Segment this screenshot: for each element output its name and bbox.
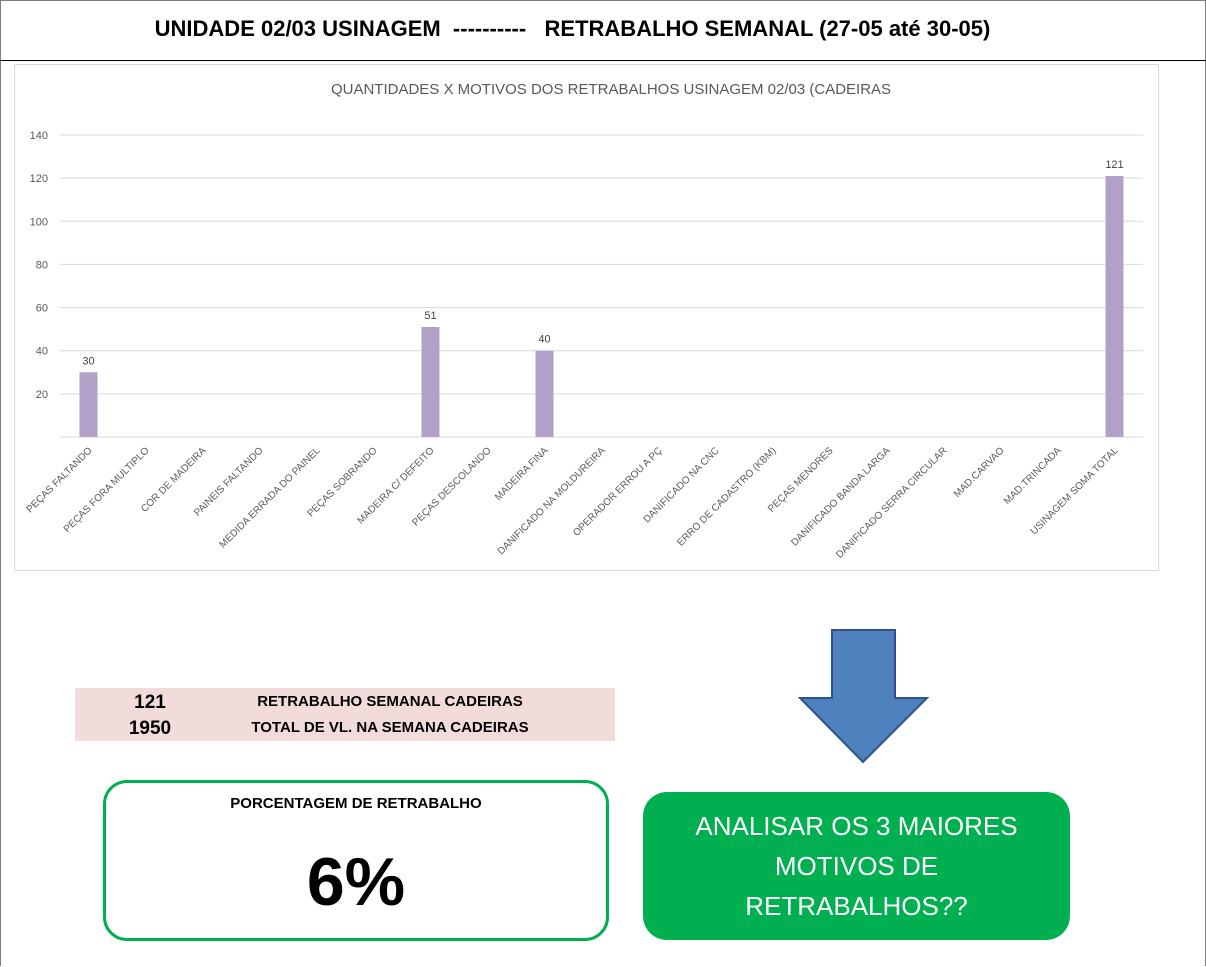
down-arrow-icon [798,629,930,764]
y-tick-label: 40 [36,346,48,358]
page-title: UNIDADE 02/03 USINAGEM ---------- RETRAB… [154,16,991,41]
x-tick-label: MEDIDA ERRADA DO PAINEL [218,445,323,550]
x-tick-label: ERRO DE CADASTRO (KBM) [675,445,778,548]
bar [421,326,440,437]
y-tick-label: 60 [36,303,48,315]
bar [535,350,554,437]
percentage-label: PORCENTAGEM DE RETRABALHO [230,795,482,812]
data-label: 51 [424,310,436,322]
action-callout: ANALISAR OS 3 MAIORES MOTIVOS DE RETRABA… [643,792,1070,940]
header-divider [0,60,1206,61]
weekly-rework-value: 121 [134,692,166,713]
chart-title: QUANTIDADES X MOTIVOS DOS RETRABALHOS US… [330,81,892,98]
x-tick-label: DANIFICADO NA MOLDUREIRA [496,445,608,557]
y-tick-label: 120 [30,173,48,185]
bar [79,372,98,437]
weekly-rework-label: RETRABALHO SEMANAL CADEIRAS [257,693,523,710]
y-tick-label: 80 [36,259,48,271]
bar [1105,175,1124,437]
y-tick-label: 140 [30,130,48,142]
summary-table: 121 RETRABALHO SEMANAL CADEIRAS 1950 TOT… [75,688,615,741]
x-tick-label: MAD.TRINCADA [1002,445,1064,507]
data-label: 30 [82,355,94,367]
y-tick-label: 100 [30,216,48,228]
weekly-total-label: TOTAL DE VL. NA SEMANA CADEIRAS [251,719,529,736]
x-tick-label: DANIFICADO BANDA LARGA [789,445,892,548]
chart-area [14,64,1159,571]
action-text: ANALISAR OS 3 MAIORES MOTIVOS DE RETRABA… [695,811,1018,921]
weekly-total-value: 1950 [128,718,172,739]
x-tick-label: MADEIRA FINA [493,445,551,503]
x-tick-label: MAD.CARVAO [952,445,1007,500]
percentage-value: 6% [306,844,406,920]
y-tick-label: 20 [36,389,48,401]
data-label: 121 [1105,159,1123,171]
data-label: 40 [538,334,550,346]
x-tick-label: DANIFICADO SERRA CIRCULAR [834,445,949,560]
percentage-box: PORCENTAGEM DE RETRABALHO 6% [103,780,609,941]
